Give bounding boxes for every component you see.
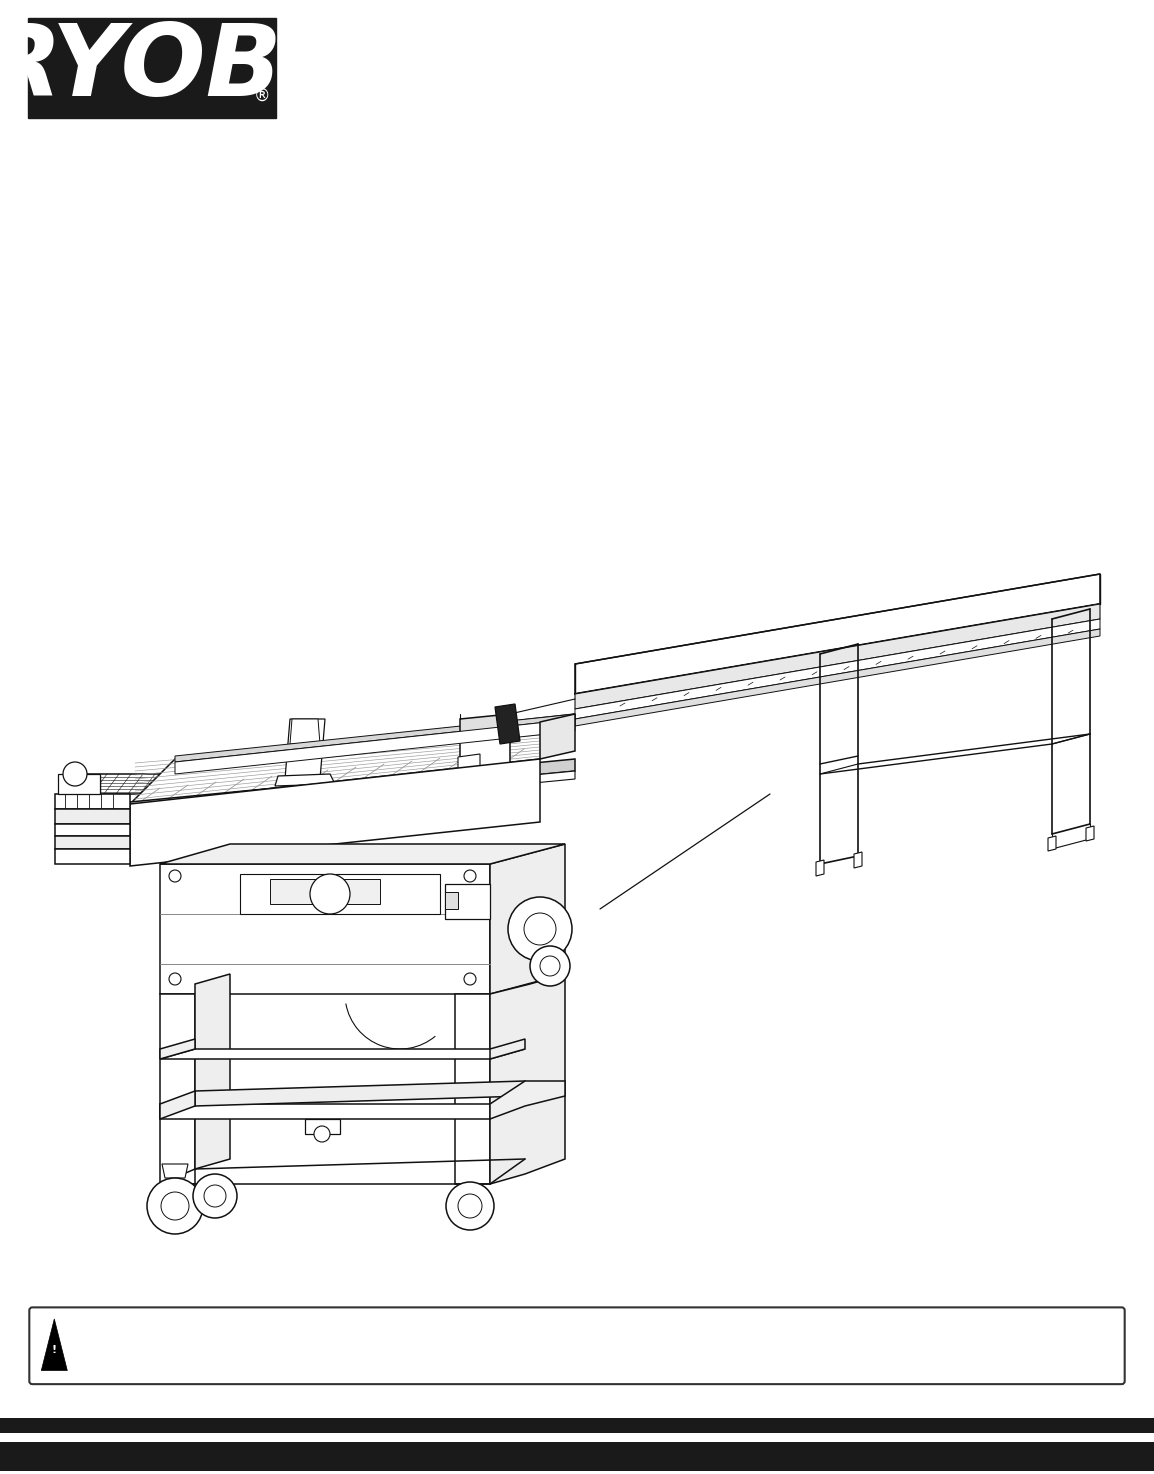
Circle shape bbox=[168, 973, 181, 985]
Circle shape bbox=[193, 1173, 237, 1218]
Polygon shape bbox=[575, 629, 1100, 727]
Polygon shape bbox=[270, 879, 380, 904]
Polygon shape bbox=[575, 573, 1100, 694]
Polygon shape bbox=[490, 1039, 525, 1058]
Circle shape bbox=[445, 1182, 494, 1229]
Polygon shape bbox=[285, 719, 325, 778]
FancyBboxPatch shape bbox=[29, 1307, 1125, 1384]
Polygon shape bbox=[68, 775, 100, 792]
Polygon shape bbox=[175, 713, 575, 762]
FancyBboxPatch shape bbox=[0, 1418, 1154, 1433]
Polygon shape bbox=[460, 734, 510, 778]
Circle shape bbox=[508, 898, 572, 961]
Circle shape bbox=[530, 946, 570, 986]
FancyBboxPatch shape bbox=[28, 18, 276, 118]
Polygon shape bbox=[1086, 825, 1094, 842]
Polygon shape bbox=[130, 759, 540, 867]
Polygon shape bbox=[160, 1049, 525, 1058]
Polygon shape bbox=[275, 774, 335, 786]
Circle shape bbox=[464, 870, 475, 881]
Polygon shape bbox=[455, 993, 490, 1184]
Polygon shape bbox=[240, 874, 440, 914]
Polygon shape bbox=[854, 852, 862, 868]
Text: RYOBI: RYOBI bbox=[0, 19, 320, 116]
Circle shape bbox=[540, 957, 560, 976]
Polygon shape bbox=[195, 974, 230, 1169]
Polygon shape bbox=[445, 884, 490, 918]
Polygon shape bbox=[55, 794, 130, 809]
Polygon shape bbox=[490, 974, 565, 1184]
Polygon shape bbox=[816, 859, 824, 876]
Circle shape bbox=[314, 1126, 330, 1142]
Polygon shape bbox=[540, 713, 575, 759]
Polygon shape bbox=[290, 719, 320, 744]
Polygon shape bbox=[130, 713, 575, 803]
Circle shape bbox=[310, 874, 350, 914]
Polygon shape bbox=[55, 824, 130, 836]
Polygon shape bbox=[55, 809, 130, 824]
Circle shape bbox=[524, 912, 556, 945]
Circle shape bbox=[168, 870, 181, 881]
Polygon shape bbox=[175, 719, 575, 774]
Circle shape bbox=[162, 1192, 189, 1220]
Polygon shape bbox=[460, 713, 510, 738]
Polygon shape bbox=[130, 771, 575, 822]
Polygon shape bbox=[160, 1091, 195, 1119]
Polygon shape bbox=[162, 1164, 188, 1178]
Circle shape bbox=[204, 1185, 226, 1207]
Polygon shape bbox=[55, 836, 130, 849]
Circle shape bbox=[458, 1194, 482, 1218]
Polygon shape bbox=[195, 1080, 525, 1106]
Polygon shape bbox=[160, 1104, 490, 1119]
Text: ®: ® bbox=[254, 87, 270, 105]
Polygon shape bbox=[445, 892, 458, 909]
Text: !: ! bbox=[52, 1344, 57, 1355]
Polygon shape bbox=[130, 759, 575, 814]
Polygon shape bbox=[160, 993, 195, 1184]
Polygon shape bbox=[495, 705, 520, 744]
Polygon shape bbox=[58, 774, 100, 794]
Polygon shape bbox=[305, 1119, 340, 1134]
Polygon shape bbox=[160, 864, 490, 993]
Polygon shape bbox=[490, 1080, 565, 1119]
Polygon shape bbox=[1048, 836, 1056, 850]
Polygon shape bbox=[458, 755, 480, 774]
Polygon shape bbox=[42, 1319, 67, 1371]
Polygon shape bbox=[160, 1039, 195, 1058]
Polygon shape bbox=[65, 774, 230, 794]
Circle shape bbox=[63, 762, 87, 786]
Polygon shape bbox=[490, 845, 565, 993]
Polygon shape bbox=[575, 604, 1100, 709]
Circle shape bbox=[464, 973, 475, 985]
Circle shape bbox=[147, 1178, 203, 1234]
Polygon shape bbox=[575, 619, 1100, 719]
FancyBboxPatch shape bbox=[0, 1442, 1154, 1471]
Polygon shape bbox=[160, 845, 565, 864]
Polygon shape bbox=[55, 849, 130, 864]
